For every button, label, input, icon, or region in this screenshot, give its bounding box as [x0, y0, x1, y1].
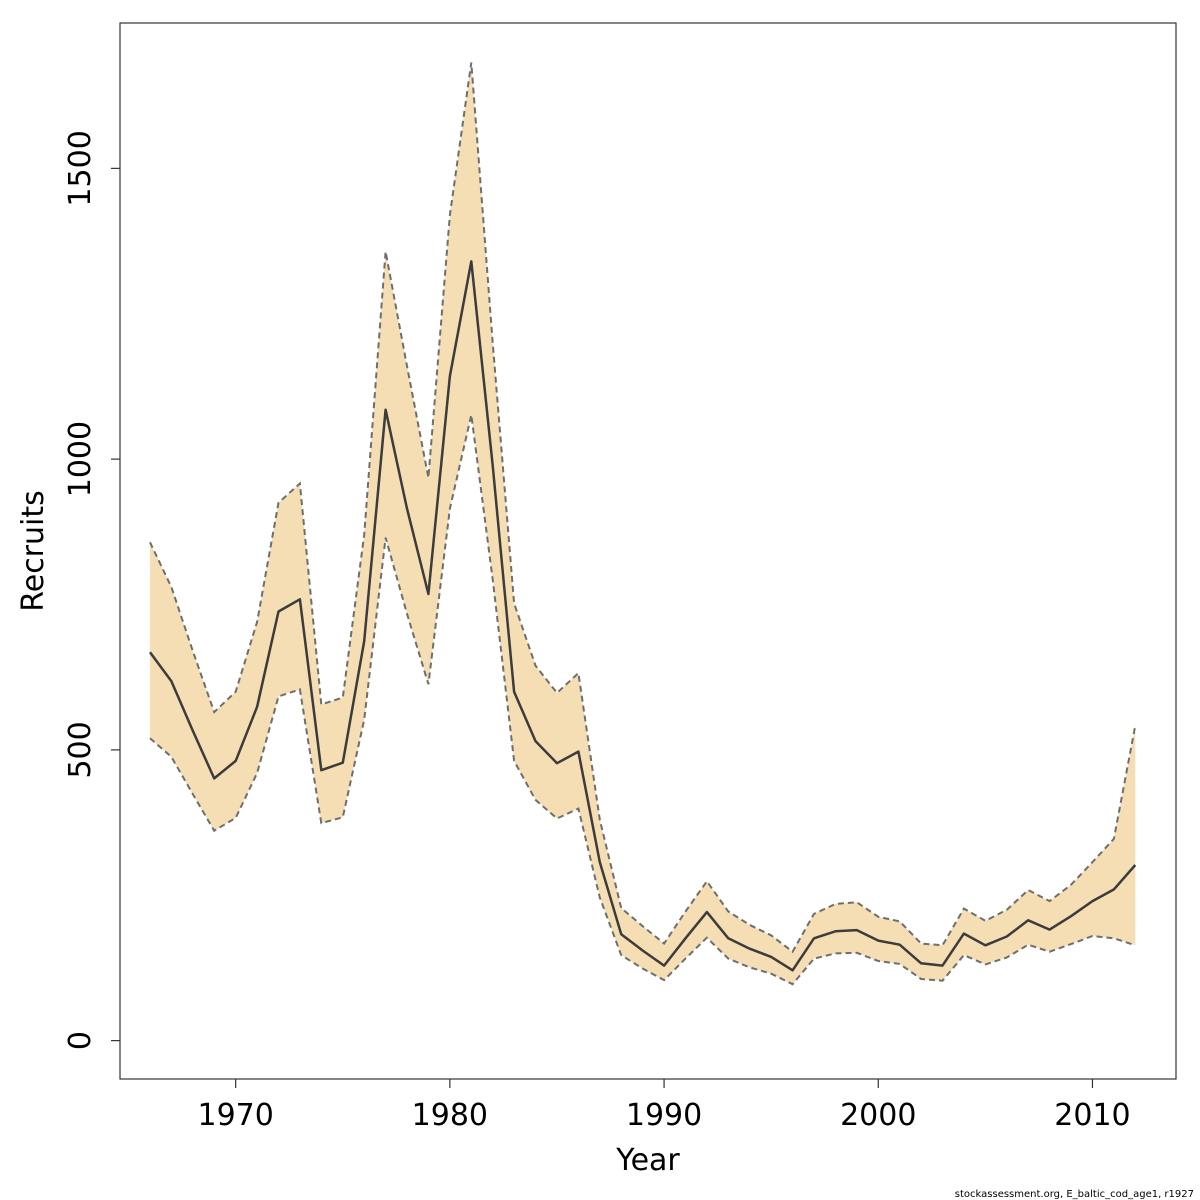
- y-tick-label: 0: [63, 1031, 98, 1050]
- confidence-band: [150, 62, 1136, 985]
- confidence-band-layer: [149, 62, 1137, 986]
- plot-frame: [119, 22, 1177, 1080]
- footer-note: stockassessment.org, E_baltic_cod_age1, …: [955, 1189, 1194, 1200]
- x-axis-title: Year: [615, 1143, 680, 1178]
- lower-bound-line: [149, 414, 1136, 986]
- axes-layer: 1970 1980 1990 2000 2010 0 500 1000 1500: [63, 22, 1177, 1133]
- x-tick-label: 2010: [1054, 1098, 1130, 1133]
- y-tick-label: 500: [63, 721, 98, 778]
- x-tick-label: 1980: [412, 1098, 488, 1133]
- recruits-line-layer: [148, 260, 1137, 972]
- y-tick-label: 1500: [63, 130, 98, 206]
- x-tick-label: 1970: [197, 1098, 273, 1133]
- x-tick-label: 1990: [626, 1098, 702, 1133]
- upper-bound-line: [149, 62, 1137, 954]
- y-tick-label: 1000: [63, 421, 98, 497]
- y-axis-title: Recruits: [16, 490, 51, 612]
- recruits-line: [148, 260, 1137, 972]
- x-tick-label: 2000: [840, 1098, 916, 1133]
